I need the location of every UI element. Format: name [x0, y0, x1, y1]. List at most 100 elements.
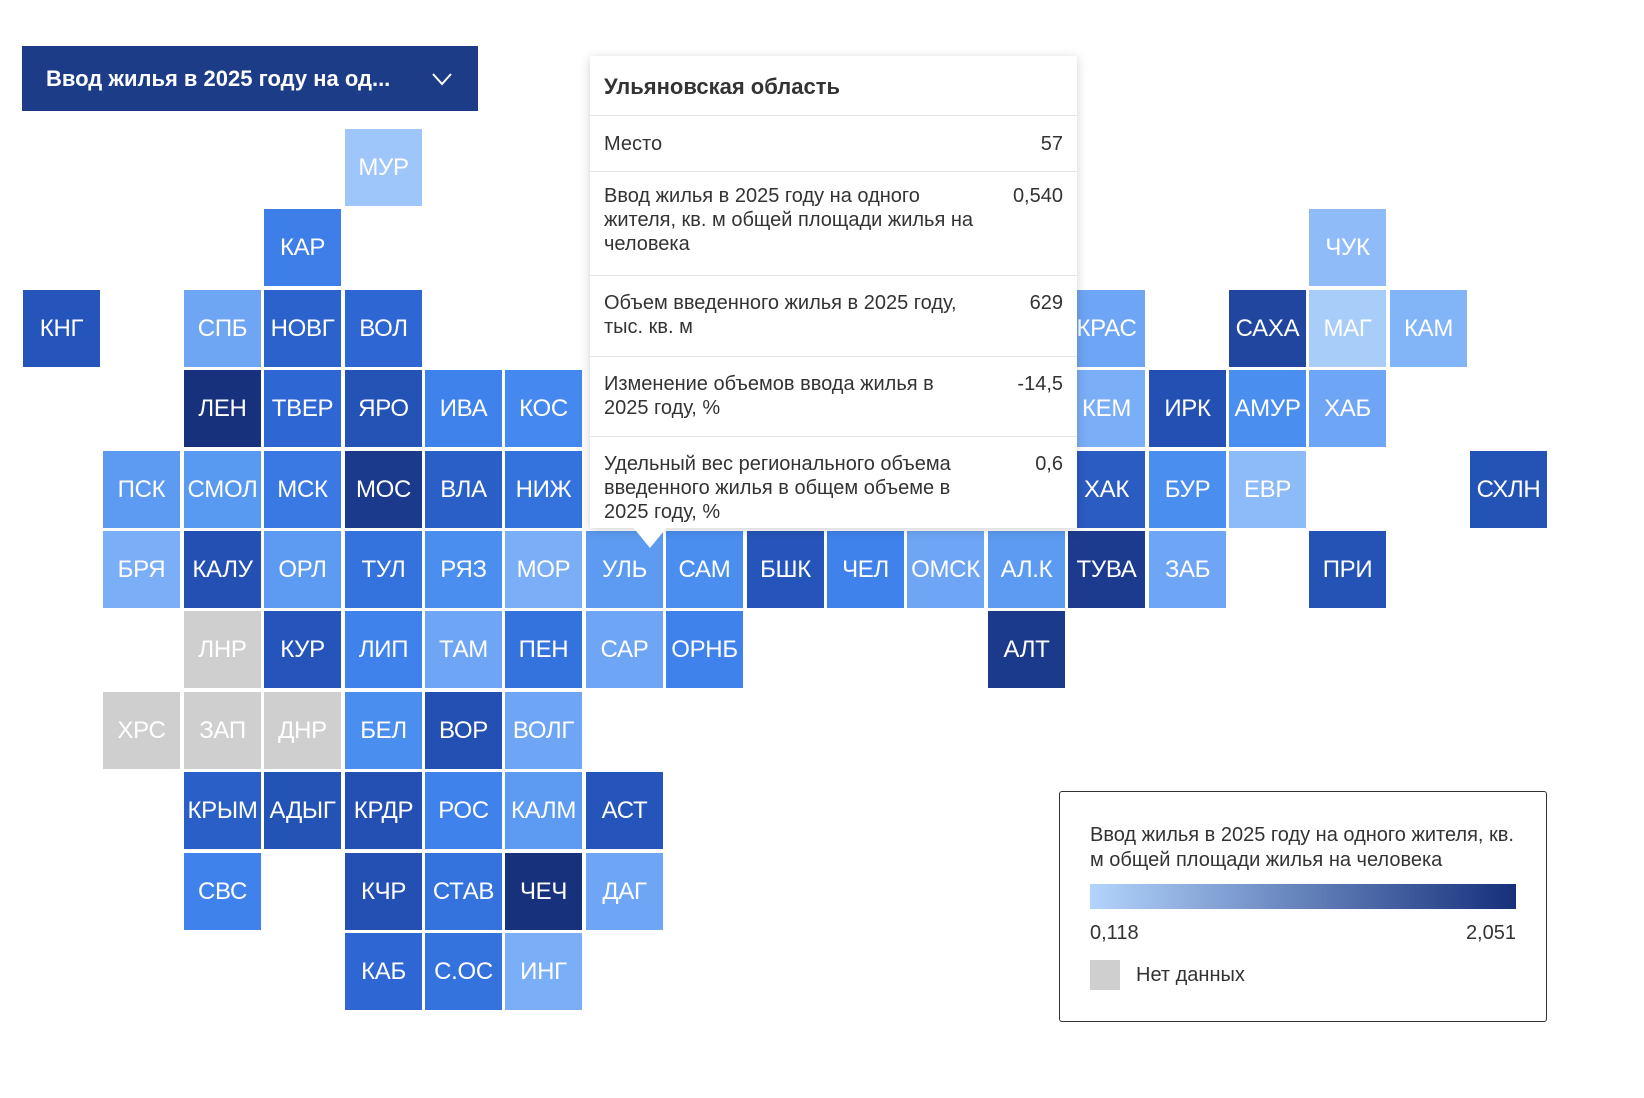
region-tile-МУР[interactable]: МУР [345, 129, 422, 206]
region-tile-ОРЛ[interactable]: ОРЛ [264, 531, 341, 608]
region-tile-САХА[interactable]: САХА [1229, 290, 1306, 367]
legend-nodata-swatch [1090, 960, 1120, 990]
tooltip-row-label: Удельный вес регионального объема введен… [604, 453, 951, 523]
region-tooltip: Ульяновская область Место 57 Ввод жилья … [590, 56, 1077, 528]
region-tile-ПСК[interactable]: ПСК [103, 451, 180, 528]
tooltip-row-value: -14,5 [1017, 373, 1063, 395]
region-tile-СПБ[interactable]: СПБ [184, 290, 261, 367]
region-tile-НОВГ[interactable]: НОВГ [264, 290, 341, 367]
region-tile-ИРК[interactable]: ИРК [1149, 370, 1226, 447]
region-tile-ОРНБ[interactable]: ОРНБ [666, 611, 743, 688]
region-tile-КРДР[interactable]: КРДР [345, 772, 422, 849]
region-tile-ЛИП[interactable]: ЛИП [345, 611, 422, 688]
region-tile-КАЛУ[interactable]: КАЛУ [184, 531, 261, 608]
region-tile-КНГ[interactable]: КНГ [23, 290, 100, 367]
region-tile-ЛНР[interactable]: ЛНР [184, 611, 261, 688]
region-tile-БУР[interactable]: БУР [1149, 451, 1226, 528]
region-tile-КАМ[interactable]: КАМ [1390, 290, 1467, 367]
region-tile-АДЫГ[interactable]: АДЫГ [264, 772, 341, 849]
region-tile-АЛ.К[interactable]: АЛ.К [988, 531, 1065, 608]
region-tile-ТАМ[interactable]: ТАМ [425, 611, 502, 688]
indicator-dropdown[interactable]: Ввод жилья в 2025 году на од... [22, 46, 478, 111]
region-tile-РЯЗ[interactable]: РЯЗ [425, 531, 502, 608]
region-tile-КРАС[interactable]: КРАС [1068, 290, 1145, 367]
legend-max-value: 2,051 [1465, 922, 1516, 944]
region-tile-КУР[interactable]: КУР [264, 611, 341, 688]
region-tile-С.ОС[interactable]: С.ОС [425, 933, 502, 1010]
region-tile-БШК[interactable]: БШК [747, 531, 824, 608]
tooltip-title: Ульяновская область [590, 56, 1077, 116]
region-tile-ВОР[interactable]: ВОР [425, 692, 502, 769]
tooltip-pointer [632, 526, 668, 548]
region-tile-АСТ[interactable]: АСТ [586, 772, 663, 849]
region-tile-ХАК[interactable]: ХАК [1068, 451, 1145, 528]
region-tile-ЗАБ[interactable]: ЗАБ [1149, 531, 1226, 608]
region-tile-ТУВА[interactable]: ТУВА [1068, 531, 1145, 608]
indicator-dropdown-label: Ввод жилья в 2025 году на од... [46, 65, 391, 91]
tooltip-row-rank: Место 57 [590, 116, 1077, 172]
region-tile-ХАБ[interactable]: ХАБ [1309, 370, 1386, 447]
region-tile-ЗАП[interactable]: ЗАП [184, 692, 261, 769]
tooltip-row-change: Изменение объемов ввода жилья в 2025 год… [590, 357, 1077, 437]
region-tile-КЧР[interactable]: КЧР [345, 853, 422, 930]
region-tile-КАР[interactable]: КАР [264, 209, 341, 286]
region-tile-ОМСК[interactable]: ОМСК [907, 531, 984, 608]
legend-nodata-label: Нет данных [1136, 964, 1245, 986]
region-tile-СМОЛ[interactable]: СМОЛ [184, 451, 261, 528]
region-tile-ЕВР[interactable]: ЕВР [1229, 451, 1306, 528]
region-tile-ПЕН[interactable]: ПЕН [505, 611, 582, 688]
region-tile-АЛТ[interactable]: АЛТ [988, 611, 1065, 688]
region-tile-ЯРО[interactable]: ЯРО [345, 370, 422, 447]
region-tile-СВС[interactable]: СВС [184, 853, 261, 930]
region-tile-БЕЛ[interactable]: БЕЛ [345, 692, 422, 769]
region-tile-АМУР[interactable]: АМУР [1229, 370, 1306, 447]
region-tile-ИВА[interactable]: ИВА [425, 370, 502, 447]
tooltip-row-share: Удельный вес регионального объема введен… [590, 437, 1077, 527]
region-tile-СТАВ[interactable]: СТАВ [425, 853, 502, 930]
region-tile-ТУЛ[interactable]: ТУЛ [345, 531, 422, 608]
color-legend: Ввод жилья в 2025 году на одного жителя,… [1059, 791, 1547, 1022]
region-tile-РОС[interactable]: РОС [425, 772, 502, 849]
region-tile-САР[interactable]: САР [586, 611, 663, 688]
legend-gradient-bar [1090, 884, 1516, 909]
region-tile-МОС[interactable]: МОС [345, 451, 422, 528]
tooltip-row-label: Место [604, 132, 663, 155]
region-tile-ЧЕЧ[interactable]: ЧЕЧ [505, 853, 582, 930]
region-tile-МОР[interactable]: МОР [505, 531, 582, 608]
region-tile-БРЯ[interactable]: БРЯ [103, 531, 180, 608]
tooltip-row-value: 629 [1029, 292, 1063, 314]
region-tile-СХЛН[interactable]: СХЛН [1470, 451, 1547, 528]
tooltip-row-per-capita: Ввод жилья в 2025 году на одного жителя,… [590, 172, 1077, 276]
tooltip-row-label: Объем введенного жилья в 2025 году, тыс.… [604, 292, 957, 338]
legend-min-value: 0,118 [1090, 922, 1139, 944]
tooltip-row-volume: Объем введенного жилья в 2025 году, тыс.… [590, 276, 1077, 357]
legend-title: Ввод жилья в 2025 году на одного жителя,… [1090, 824, 1514, 871]
tooltip-row-label: Изменение объемов ввода жилья в 2025 год… [604, 373, 934, 419]
chevron-down-icon [430, 67, 454, 91]
region-tile-САМ[interactable]: САМ [666, 531, 743, 608]
region-tile-МСК[interactable]: МСК [264, 451, 341, 528]
region-tile-ПРИ[interactable]: ПРИ [1309, 531, 1386, 608]
region-tile-ХРС[interactable]: ХРС [103, 692, 180, 769]
region-tile-КАЛМ[interactable]: КАЛМ [505, 772, 582, 849]
region-tile-ВЛА[interactable]: ВЛА [425, 451, 502, 528]
region-tile-ДАГ[interactable]: ДАГ [586, 853, 663, 930]
region-tile-ЛЕН[interactable]: ЛЕН [184, 370, 261, 447]
region-tile-ВОЛГ[interactable]: ВОЛГ [505, 692, 582, 769]
region-tile-КРЫМ[interactable]: КРЫМ [184, 772, 261, 849]
region-tile-ЧЕЛ[interactable]: ЧЕЛ [827, 531, 904, 608]
region-tile-НИЖ[interactable]: НИЖ [505, 451, 582, 528]
region-tile-КЕМ[interactable]: КЕМ [1068, 370, 1145, 447]
region-tile-КАБ[interactable]: КАБ [345, 933, 422, 1010]
tooltip-row-value: 0,540 [1012, 185, 1063, 207]
tooltip-row-value: 0,6 [1035, 453, 1063, 475]
region-tile-КОС[interactable]: КОС [505, 370, 582, 447]
tooltip-row-label: Ввод жилья в 2025 году на одного жителя,… [604, 185, 974, 255]
region-tile-ЧУК[interactable]: ЧУК [1309, 209, 1386, 286]
region-tile-ДНР[interactable]: ДНР [264, 692, 341, 769]
region-tile-ВОЛ[interactable]: ВОЛ [345, 290, 422, 367]
region-tile-МАГ[interactable]: МАГ [1309, 290, 1386, 367]
region-tile-ИНГ[interactable]: ИНГ [505, 933, 582, 1010]
region-tile-ТВЕР[interactable]: ТВЕР [264, 370, 341, 447]
tooltip-row-value: 57 [1040, 132, 1063, 155]
